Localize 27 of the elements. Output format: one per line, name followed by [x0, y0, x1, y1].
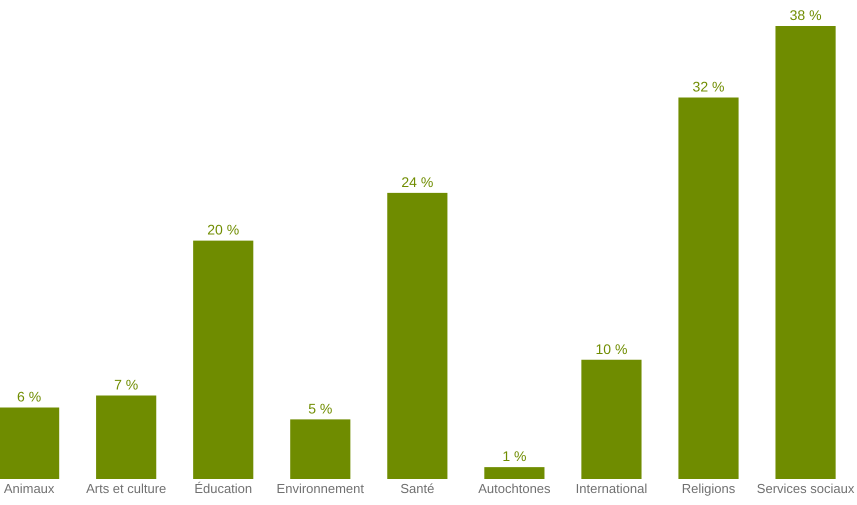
data-label: 6 % [17, 388, 42, 404]
bar [387, 192, 448, 479]
x-tick-label: Éducation [194, 481, 252, 496]
x-tick-label: Services sociaux [756, 481, 855, 496]
x-tick-label: Animaux [4, 481, 55, 496]
x-tick-label: Santé [400, 481, 434, 496]
data-label: 20 % [207, 222, 240, 238]
bar [0, 407, 60, 479]
bar [484, 467, 544, 479]
data-label: 7 % [114, 376, 138, 393]
x-tick-label: Environnement [276, 481, 364, 496]
data-label: 1 % [502, 448, 526, 464]
data-label: 5 % [308, 400, 332, 416]
bar [581, 360, 642, 479]
x-tick-label: Religions [682, 481, 736, 496]
data-label: 24 % [401, 174, 434, 190]
x-tick-label: Arts et culture [86, 481, 166, 496]
data-label: 38 % [790, 7, 822, 23]
data-label: 32 % [692, 78, 724, 95]
x-tick-label: Autochtones [478, 481, 552, 496]
bar [678, 98, 739, 479]
bar [290, 419, 350, 479]
bar [193, 240, 254, 479]
bar [775, 26, 836, 479]
x-tick-label: International [576, 481, 648, 496]
data-label: 10 % [595, 340, 628, 357]
bar [96, 396, 156, 479]
